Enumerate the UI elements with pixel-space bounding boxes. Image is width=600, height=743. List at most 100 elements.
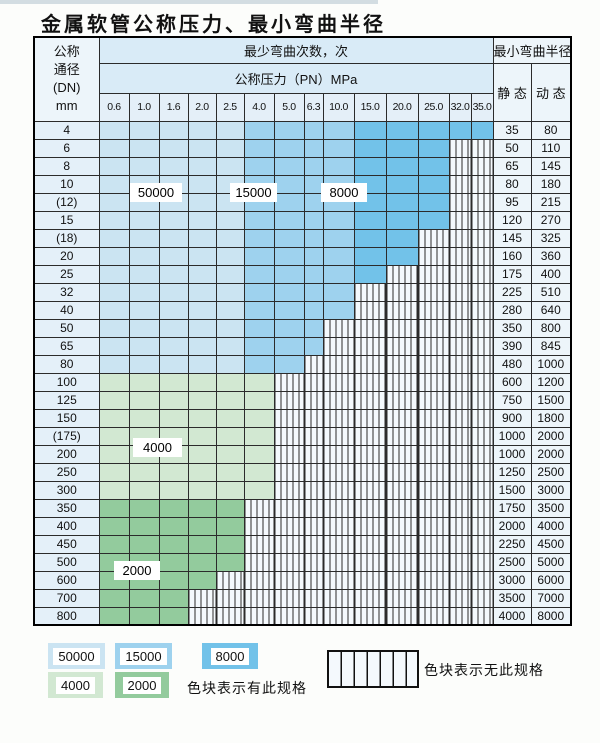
no-spec-cell (215, 570, 245, 590)
spec-available-cell (303, 336, 324, 356)
spec-available-cell (98, 264, 130, 284)
spec-available-cell (273, 228, 305, 248)
no-spec-cell (273, 462, 305, 482)
no-spec-cell (385, 588, 419, 608)
spec-available-cell (353, 156, 387, 176)
no-spec-cell (417, 606, 450, 626)
no-spec-cell (273, 498, 305, 518)
dynamic-radius-value: 1200 (530, 372, 572, 392)
no-spec-cell (470, 426, 494, 446)
spec-available-cell (273, 354, 305, 374)
spec-available-cell (215, 336, 245, 356)
spec-available-cell (243, 444, 275, 464)
spec-available-cell (158, 606, 189, 626)
spec-available-cell (303, 300, 324, 320)
static-radius-value: 65 (492, 156, 532, 176)
static-radius-value: 2000 (492, 516, 532, 536)
no-spec-cell (448, 426, 472, 446)
no-spec-cell (353, 462, 387, 482)
dn-value: 100 (33, 372, 100, 392)
legend-swatch-label: 2000 (122, 676, 162, 694)
no-spec-cell (417, 300, 450, 320)
spec-available-cell (303, 228, 324, 248)
spec-available-cell (215, 534, 245, 554)
no-spec-cell (417, 282, 450, 302)
spec-available-cell (187, 210, 217, 230)
spec-available-cell (417, 138, 450, 158)
no-spec-cell (303, 552, 324, 572)
no-spec-cell (470, 606, 494, 626)
spec-available-cell (128, 606, 160, 626)
static-radius-value: 480 (492, 354, 532, 374)
dn-header-line: 通径 (53, 62, 80, 78)
pressure-col-1.0: 1.0 (128, 92, 160, 122)
dynamic-radius-value: 1800 (530, 408, 572, 428)
spec-available-cell (215, 246, 245, 266)
dn-header-line: 公称 (53, 44, 80, 60)
static-radius-value: 280 (492, 300, 532, 320)
spec-available-cell (98, 516, 130, 536)
no-spec-cell (243, 498, 275, 518)
no-spec-cell (303, 444, 324, 464)
spec-available-cell (187, 390, 217, 410)
no-spec-cell (417, 228, 450, 248)
spec-available-cell (128, 300, 160, 320)
spec-available-cell (215, 228, 245, 248)
spec-available-cell (128, 228, 160, 248)
table-row-dn-350: 350 1750 3500 (33, 498, 572, 518)
dynamic-radius-value: 1000 (530, 354, 572, 374)
static-radius-value: 1500 (492, 480, 532, 500)
spec-available-cell (353, 264, 387, 284)
table-row-dn-65: 65 390 845 (33, 336, 572, 356)
no-spec-cell (353, 390, 387, 410)
spec-available-cell (158, 300, 189, 320)
dn-value: 350 (33, 498, 100, 518)
dynamic-column-header: 动 态 (530, 62, 572, 122)
no-spec-cell (353, 588, 387, 608)
spec-available-cell (98, 462, 130, 482)
table-row-dn-18: (18) 145 325 (33, 228, 572, 248)
spec-available-cell (303, 282, 324, 302)
no-spec-cell (470, 372, 494, 392)
dynamic-radius-value: 5000 (530, 552, 572, 572)
spec-available-cell (243, 462, 275, 482)
spec-available-cell (215, 372, 245, 392)
top-strip-decoration (0, 0, 378, 4)
table-row-dn-250: 250 1250 2500 (33, 462, 572, 482)
spec-available-cell (128, 318, 160, 338)
spec-available-cell (187, 300, 217, 320)
spec-available-cell (215, 138, 245, 158)
no-spec-cell (322, 372, 355, 392)
no-spec-cell (187, 606, 217, 626)
dn-value: 8 (33, 156, 100, 176)
spec-available-cell (158, 516, 189, 536)
dynamic-radius-value: 7000 (530, 588, 572, 608)
spec-available-cell (215, 300, 245, 320)
spec-available-cell (128, 210, 160, 230)
no-spec-cell (448, 516, 472, 536)
no-spec-cell (322, 516, 355, 536)
dynamic-radius-value: 8000 (530, 606, 572, 626)
pressure-col-2.0: 2.0 (187, 92, 217, 122)
spec-available-cell (158, 498, 189, 518)
spec-available-cell (158, 390, 189, 410)
spec-available-cell (98, 480, 130, 500)
no-spec-cell (470, 516, 494, 536)
page-title: 金属软管公称压力、最小弯曲半径 (41, 12, 386, 36)
no-spec-cell (470, 192, 494, 212)
dn-value: 4 (33, 120, 100, 140)
static-radius-value: 50 (492, 138, 532, 158)
legend-no-spec-swatch (327, 650, 419, 688)
no-spec-cell (273, 444, 305, 464)
no-spec-cell (470, 300, 494, 320)
no-spec-cell (303, 606, 324, 626)
spec-available-cell (385, 174, 419, 194)
no-spec-cell (353, 498, 387, 518)
spec-available-cell (417, 192, 450, 212)
no-spec-cell (470, 138, 494, 158)
no-spec-cell (448, 390, 472, 410)
spec-available-cell (243, 318, 275, 338)
spec-available-cell (128, 408, 160, 428)
spec-available-cell (187, 516, 217, 536)
no-spec-cell (353, 552, 387, 572)
